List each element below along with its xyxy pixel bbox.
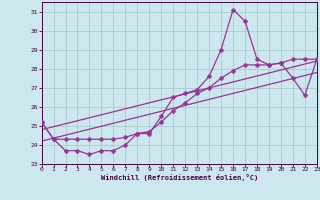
X-axis label: Windchill (Refroidissement éolien,°C): Windchill (Refroidissement éolien,°C) (100, 174, 258, 181)
